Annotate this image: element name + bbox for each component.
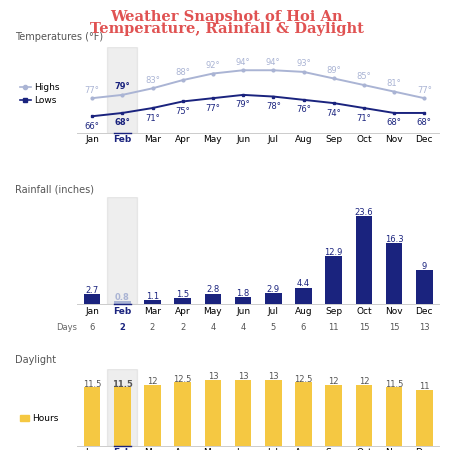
Bar — [84, 294, 101, 304]
Bar — [107, 369, 137, 446]
Text: 4.4: 4.4 — [297, 279, 310, 288]
Bar — [205, 380, 221, 446]
Text: 2: 2 — [180, 323, 185, 332]
Bar — [295, 382, 312, 446]
Text: 11.5: 11.5 — [83, 379, 101, 388]
Bar — [386, 387, 402, 446]
Text: 11.5: 11.5 — [112, 379, 133, 388]
Text: 11: 11 — [419, 382, 429, 391]
Text: 12: 12 — [147, 377, 158, 386]
Bar — [205, 293, 221, 304]
Bar — [416, 270, 433, 304]
Text: 12: 12 — [328, 377, 339, 386]
Bar — [174, 298, 191, 304]
Text: 0.8: 0.8 — [115, 293, 130, 302]
Text: 2: 2 — [120, 323, 125, 332]
Text: 66°: 66° — [85, 122, 100, 131]
Text: 1.1: 1.1 — [146, 292, 159, 301]
Text: 79°: 79° — [115, 82, 130, 91]
Text: Days: Days — [56, 323, 77, 332]
Text: 68°: 68° — [417, 118, 432, 127]
Text: 11.5: 11.5 — [385, 379, 403, 388]
Text: 11: 11 — [328, 323, 339, 332]
Text: 1.8: 1.8 — [236, 289, 250, 298]
Bar — [144, 300, 161, 304]
Text: 71°: 71° — [357, 113, 371, 122]
Text: Daylight: Daylight — [15, 355, 57, 365]
Text: Temperatures (°F): Temperatures (°F) — [15, 32, 104, 42]
Text: 4: 4 — [210, 323, 216, 332]
Text: 6: 6 — [301, 323, 306, 332]
Text: 81°: 81° — [387, 79, 401, 88]
Text: 13: 13 — [238, 372, 248, 381]
Bar — [356, 385, 372, 446]
Text: 4: 4 — [241, 323, 246, 332]
Legend: Hours: Hours — [20, 414, 59, 423]
Text: 15: 15 — [389, 323, 400, 332]
Text: 92°: 92° — [206, 61, 220, 70]
Bar — [235, 297, 251, 304]
Text: 12.9: 12.9 — [324, 248, 343, 256]
Text: 2.7: 2.7 — [86, 286, 99, 295]
Text: 12.5: 12.5 — [173, 374, 192, 383]
Text: 12: 12 — [359, 377, 369, 386]
Bar — [295, 288, 312, 304]
Bar — [325, 256, 342, 304]
Text: 68°: 68° — [114, 118, 130, 127]
Text: 77°: 77° — [417, 86, 432, 94]
Bar — [84, 387, 101, 446]
Text: 83°: 83° — [145, 76, 160, 85]
Text: 77°: 77° — [206, 104, 220, 112]
Text: 13: 13 — [419, 323, 429, 332]
Text: Rainfall (inches): Rainfall (inches) — [15, 184, 94, 194]
Text: 16.3: 16.3 — [385, 235, 404, 244]
Text: Temperature, Rainfall & Daylight: Temperature, Rainfall & Daylight — [90, 22, 363, 36]
Bar — [114, 387, 130, 446]
Legend: Highs, Lows: Highs, Lows — [20, 83, 60, 105]
Bar — [325, 385, 342, 446]
Text: 2.8: 2.8 — [206, 285, 220, 294]
Text: 94°: 94° — [236, 58, 251, 67]
Text: 12.5: 12.5 — [294, 374, 313, 383]
Text: 2: 2 — [150, 323, 155, 332]
Text: 89°: 89° — [326, 66, 341, 75]
Bar — [235, 380, 251, 446]
Bar — [386, 243, 402, 304]
Text: 76°: 76° — [296, 105, 311, 114]
Text: 75°: 75° — [175, 107, 190, 116]
Bar — [416, 390, 433, 446]
Text: 2.9: 2.9 — [267, 285, 280, 294]
Bar — [114, 301, 130, 304]
Bar — [356, 216, 372, 304]
Text: 6: 6 — [89, 323, 95, 332]
Text: 93°: 93° — [296, 59, 311, 68]
Text: 88°: 88° — [175, 68, 190, 76]
Bar — [144, 385, 161, 446]
Text: 74°: 74° — [326, 108, 341, 117]
Text: 23.6: 23.6 — [355, 207, 373, 216]
Text: Weather Snapshot of Hoi An: Weather Snapshot of Hoi An — [110, 10, 343, 24]
Text: 77°: 77° — [85, 86, 100, 94]
Bar — [107, 47, 137, 133]
Bar — [174, 382, 191, 446]
Text: 1.5: 1.5 — [176, 290, 189, 299]
Text: 9: 9 — [422, 262, 427, 271]
Bar — [107, 197, 137, 304]
Text: 71°: 71° — [145, 113, 160, 122]
Bar — [265, 293, 282, 304]
Bar — [265, 380, 282, 446]
Text: 79°: 79° — [236, 100, 251, 109]
Text: 13: 13 — [207, 372, 218, 381]
Text: 68°: 68° — [387, 118, 401, 127]
Text: 94°: 94° — [266, 58, 280, 67]
Text: 5: 5 — [271, 323, 276, 332]
Text: 15: 15 — [359, 323, 369, 332]
Text: 85°: 85° — [357, 72, 371, 81]
Text: 13: 13 — [268, 372, 279, 381]
Text: 78°: 78° — [266, 102, 281, 111]
